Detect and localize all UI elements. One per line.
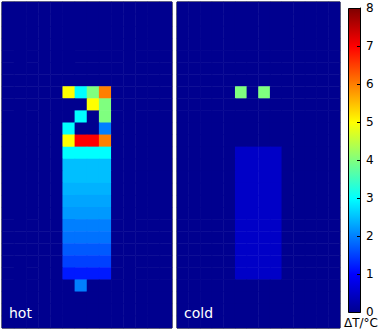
- svg-text:3: 3: [366, 191, 374, 205]
- svg-text:hot: hot: [9, 305, 32, 321]
- svg-text:1: 1: [366, 267, 374, 281]
- svg-text:ΔT/°C: ΔT/°C: [344, 316, 378, 330]
- svg-text:2: 2: [366, 229, 374, 243]
- svg-text:6: 6: [366, 77, 374, 91]
- svg-text:0: 0: [366, 305, 374, 319]
- svg-text:8: 8: [366, 1, 374, 15]
- svg-text:cold: cold: [184, 305, 213, 321]
- svg-text:5: 5: [366, 115, 374, 129]
- svg-text:7: 7: [366, 39, 374, 53]
- svg-text:4: 4: [366, 153, 374, 167]
